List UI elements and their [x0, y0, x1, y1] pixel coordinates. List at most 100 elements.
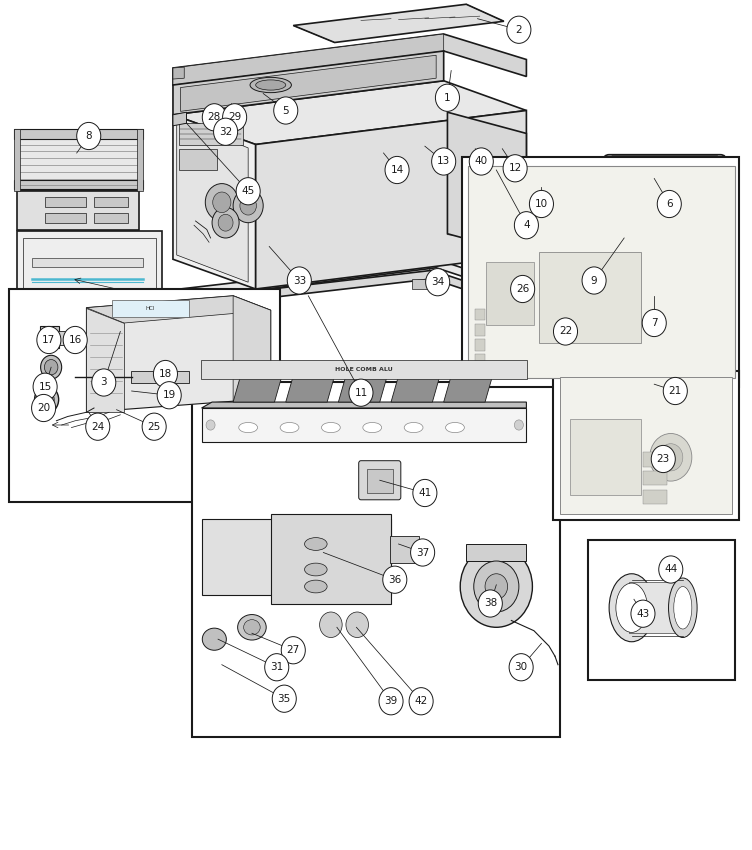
Text: 25: 25: [147, 422, 161, 432]
Polygon shape: [86, 296, 271, 412]
Polygon shape: [177, 119, 248, 282]
FancyBboxPatch shape: [58, 331, 73, 345]
FancyBboxPatch shape: [475, 324, 485, 336]
Circle shape: [346, 612, 368, 638]
Polygon shape: [338, 376, 387, 402]
Circle shape: [432, 148, 456, 175]
Circle shape: [657, 190, 681, 218]
Ellipse shape: [244, 620, 260, 635]
Text: 2: 2: [516, 25, 522, 35]
Text: 27: 27: [287, 645, 300, 655]
FancyBboxPatch shape: [468, 166, 735, 378]
Ellipse shape: [445, 422, 464, 433]
Polygon shape: [86, 308, 124, 412]
FancyBboxPatch shape: [643, 452, 667, 467]
Circle shape: [582, 267, 606, 294]
Polygon shape: [17, 231, 162, 333]
Polygon shape: [162, 259, 526, 302]
Polygon shape: [173, 81, 526, 144]
Circle shape: [553, 318, 578, 345]
Circle shape: [485, 574, 508, 599]
Circle shape: [663, 377, 687, 405]
FancyBboxPatch shape: [629, 582, 681, 633]
FancyBboxPatch shape: [14, 180, 143, 189]
Polygon shape: [202, 402, 526, 408]
FancyBboxPatch shape: [40, 326, 59, 348]
Polygon shape: [162, 270, 526, 310]
FancyBboxPatch shape: [94, 212, 128, 223]
Text: 12: 12: [508, 163, 522, 173]
Text: 16: 16: [68, 335, 82, 345]
Text: 8: 8: [86, 131, 92, 141]
FancyBboxPatch shape: [14, 129, 20, 191]
Polygon shape: [271, 514, 391, 604]
Ellipse shape: [363, 422, 381, 433]
Circle shape: [514, 212, 538, 239]
Circle shape: [411, 539, 435, 566]
Circle shape: [281, 637, 305, 664]
Ellipse shape: [202, 628, 226, 650]
FancyBboxPatch shape: [179, 123, 243, 144]
Circle shape: [213, 192, 231, 212]
Text: 31: 31: [270, 662, 284, 672]
Text: 5: 5: [283, 105, 289, 116]
FancyBboxPatch shape: [611, 156, 718, 167]
FancyBboxPatch shape: [475, 309, 485, 320]
Circle shape: [503, 155, 527, 182]
Circle shape: [409, 688, 433, 715]
Polygon shape: [466, 157, 519, 225]
Circle shape: [233, 189, 263, 223]
Text: 22: 22: [559, 326, 572, 337]
Ellipse shape: [280, 422, 299, 433]
Circle shape: [435, 84, 459, 111]
Text: 21: 21: [669, 386, 682, 396]
Text: 17: 17: [42, 335, 56, 345]
Circle shape: [529, 190, 553, 218]
FancyBboxPatch shape: [131, 371, 189, 383]
Text: 11: 11: [354, 388, 368, 398]
Ellipse shape: [250, 77, 291, 93]
Text: 15: 15: [38, 382, 52, 392]
FancyBboxPatch shape: [179, 149, 217, 170]
Ellipse shape: [405, 422, 423, 433]
Circle shape: [642, 309, 666, 337]
FancyBboxPatch shape: [390, 536, 419, 563]
Ellipse shape: [322, 422, 340, 433]
Circle shape: [483, 163, 495, 177]
Circle shape: [478, 590, 502, 617]
Circle shape: [659, 444, 683, 471]
Circle shape: [212, 207, 239, 238]
FancyBboxPatch shape: [539, 252, 641, 343]
Circle shape: [37, 326, 61, 354]
Ellipse shape: [616, 583, 647, 632]
FancyBboxPatch shape: [201, 360, 527, 379]
Circle shape: [509, 654, 533, 681]
Polygon shape: [202, 408, 526, 442]
Circle shape: [265, 654, 289, 681]
Text: 4: 4: [523, 220, 529, 230]
Text: 10: 10: [535, 199, 548, 209]
Circle shape: [659, 556, 683, 583]
Polygon shape: [173, 115, 256, 289]
Circle shape: [92, 369, 116, 396]
Ellipse shape: [238, 615, 266, 640]
Polygon shape: [233, 296, 271, 401]
Text: 44: 44: [664, 564, 678, 575]
Text: 36: 36: [388, 575, 402, 585]
Polygon shape: [17, 191, 139, 230]
Text: 37: 37: [416, 547, 429, 558]
Polygon shape: [391, 376, 440, 402]
Text: 42: 42: [414, 696, 428, 706]
FancyBboxPatch shape: [486, 262, 534, 325]
Text: 41: 41: [418, 488, 432, 498]
Text: 45: 45: [241, 186, 255, 196]
FancyBboxPatch shape: [603, 155, 726, 224]
Ellipse shape: [305, 581, 327, 593]
Circle shape: [385, 156, 409, 184]
Circle shape: [63, 326, 87, 354]
Circle shape: [157, 382, 181, 409]
Ellipse shape: [35, 386, 59, 413]
Circle shape: [474, 561, 519, 612]
FancyBboxPatch shape: [475, 339, 485, 351]
Text: 38: 38: [484, 598, 497, 609]
